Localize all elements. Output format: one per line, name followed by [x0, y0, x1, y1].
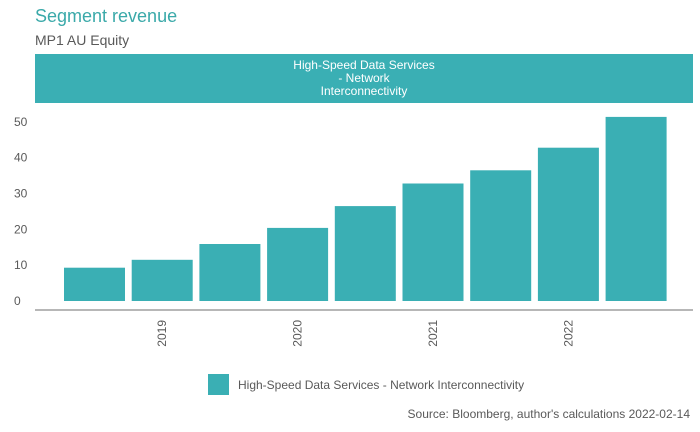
bar-chart: 0 10 20 30 40 50 2019 2020 2021 2022: [14, 115, 693, 347]
segment-banner: High-Speed Data Services - Network Inter…: [35, 54, 693, 103]
source-note: Source: Bloomberg, author's calculations…: [407, 407, 690, 421]
y-tick-label: 20: [14, 222, 28, 236]
bar: [334, 206, 396, 301]
bar: [267, 227, 329, 301]
y-tick-label: 10: [14, 258, 28, 272]
chart-title: Segment revenue: [35, 6, 178, 26]
legend: High-Speed Data Services - Network Inter…: [208, 373, 524, 396]
bar: [402, 183, 464, 301]
x-tick-label: 2019: [155, 320, 169, 347]
chart-subtitle: MP1 AU Equity: [35, 32, 130, 48]
bar: [537, 147, 599, 301]
bar: [131, 259, 193, 301]
y-tick-label: 30: [14, 187, 28, 201]
legend-swatch: [208, 374, 229, 395]
banner-line: High-Speed Data Services: [293, 58, 435, 72]
bar: [199, 244, 261, 301]
bar: [605, 116, 667, 302]
bar: [470, 170, 532, 301]
y-tick-label: 50: [14, 115, 28, 129]
legend-label: High-Speed Data Services - Network Inter…: [238, 377, 525, 392]
y-tick-label: 0: [14, 294, 21, 308]
y-tick-label: 40: [14, 151, 28, 165]
bar: [64, 267, 125, 301]
x-tick-label: 2021: [426, 320, 440, 347]
x-tick-label: 2020: [291, 320, 305, 347]
x-tick-label: 2022: [561, 320, 575, 347]
banner-line: - Network: [338, 71, 390, 85]
banner-line: Interconnectivity: [320, 84, 408, 98]
